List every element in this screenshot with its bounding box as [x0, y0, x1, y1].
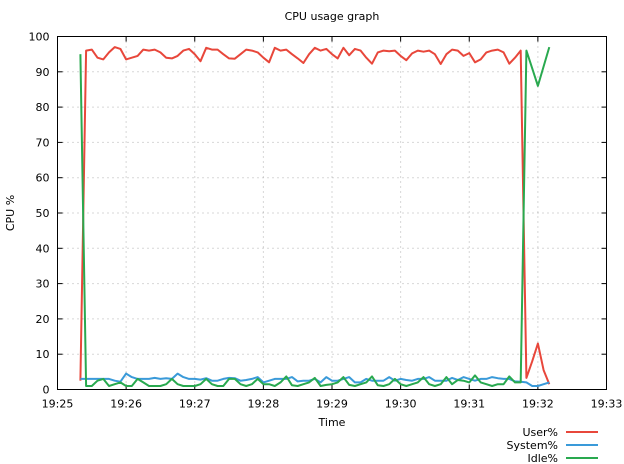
series-line-user [79, 46, 551, 385]
x-tick-label: 19:26 [110, 398, 142, 411]
y-axis: 0 10 20 30 40 50 60 70 80 90 100 [29, 31, 607, 397]
legend-label: System% [507, 439, 558, 452]
y-tick-label: 50 [36, 207, 50, 220]
y-axis-label: CPU % [4, 195, 17, 231]
x-tick-label: 19:28 [248, 398, 280, 411]
x-tick-label: 19:25 [42, 398, 74, 411]
y-tick-label: 10 [36, 348, 50, 361]
y-tick-label: 40 [36, 242, 50, 255]
x-tick-label: 19:32 [522, 398, 554, 411]
y-tick-label: 80 [36, 101, 50, 114]
x-tick-label: 19:33 [591, 398, 623, 411]
legend-label: User% [522, 426, 558, 439]
x-tick-label: 19:30 [385, 398, 417, 411]
y-tick-label: 30 [36, 278, 50, 291]
x-axis: 19:25 19:26 19:27 19:28 19:29 19:30 19:31 19:32… [42, 36, 623, 411]
x-tick-label: 19:29 [316, 398, 348, 411]
y-tick-label: 60 [36, 172, 50, 185]
series-lines [79, 46, 551, 387]
y-tick-label: 90 [36, 66, 50, 79]
series-line-idle [79, 46, 551, 387]
y-tick-label: 20 [36, 313, 50, 326]
x-tick-label: 19:27 [179, 398, 211, 411]
x-axis-label: Time [318, 416, 346, 429]
y-tick-label: 0 [43, 384, 50, 397]
legend: User%System%Idle% [507, 426, 598, 464]
y-tick-label: 70 [36, 136, 50, 149]
legend-label: Idle% [527, 452, 558, 464]
x-tick-label: 19:31 [453, 398, 485, 411]
y-tick-label: 100 [29, 31, 50, 44]
chart-title: CPU usage graph [285, 10, 380, 23]
